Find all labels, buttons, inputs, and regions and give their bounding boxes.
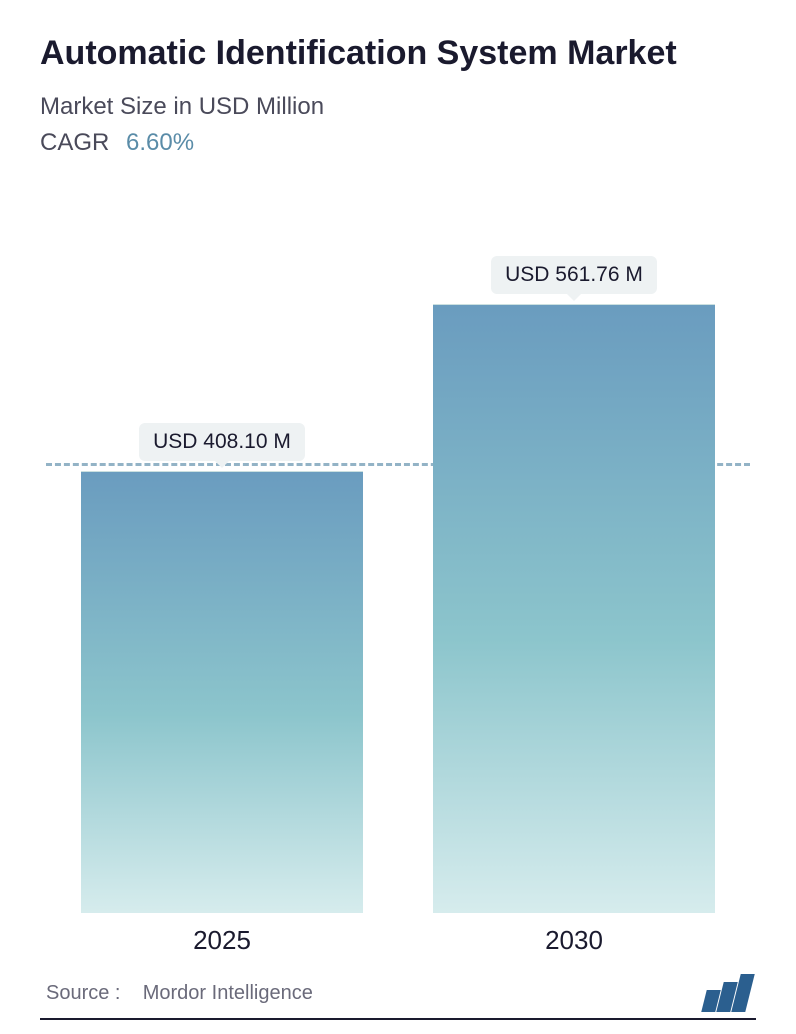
cagr-label: CAGR (40, 129, 109, 156)
source-prefix: Source : (46, 982, 120, 1004)
year-label-2030: 2030 (545, 925, 603, 956)
bar-2025 (81, 471, 363, 913)
brand-logo-icon (704, 974, 750, 1012)
bar-2030 (433, 304, 715, 913)
year-label-2025: 2025 (193, 925, 251, 956)
chart-container: Automatic Identification System Market M… (0, 0, 796, 1034)
cagr-value: 6.60% (126, 129, 194, 156)
value-label-2025: USD 408.10 M (139, 423, 305, 461)
bar-group-2030: USD 561.76 M 2030 (433, 256, 715, 956)
cagr-row: CAGR 6.60% (40, 129, 756, 157)
chart-subtitle: Market Size in USD Million (40, 93, 756, 121)
source-text: Source : Mordor Intelligence (46, 982, 313, 1005)
value-label-2030: USD 561.76 M (491, 256, 657, 294)
footer: Source : Mordor Intelligence (40, 956, 756, 1020)
chart-title: Automatic Identification System Market (40, 32, 756, 75)
source-name: Mordor Intelligence (143, 982, 313, 1004)
bars-wrapper: USD 408.10 M 2025 USD 561.76 M 2030 (46, 185, 750, 957)
chart-area: USD 408.10 M 2025 USD 561.76 M 2030 (46, 185, 750, 957)
bar-group-2025: USD 408.10 M 2025 (81, 423, 363, 956)
